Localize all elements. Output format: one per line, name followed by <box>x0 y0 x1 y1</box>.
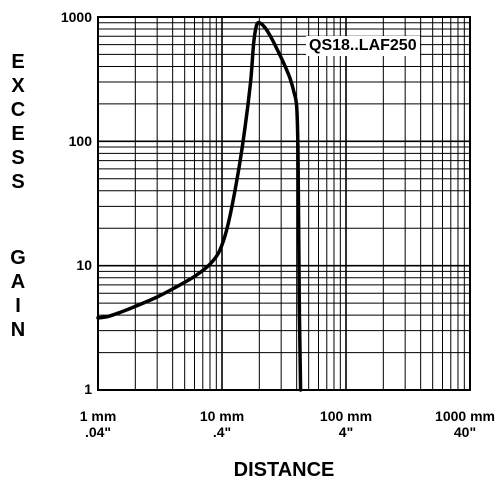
minor-gridlines <box>98 17 470 390</box>
x-tick-imperial: 40" <box>453 424 477 440</box>
y-axis-label-letter: G <box>10 247 26 269</box>
x-tick-metric: 100 mm <box>319 408 373 424</box>
y-axis-label-letter: I <box>15 295 21 317</box>
y-axis-label-letter: E <box>11 51 25 73</box>
y-axis-label-letter: A <box>10 271 26 293</box>
y-tick-label: 1 <box>84 381 92 397</box>
x-tick-metric: 1 mm <box>79 408 117 424</box>
x-tick-imperial: 4" <box>338 424 354 440</box>
model-label: QS18..LAF250 <box>306 36 420 56</box>
x-tick-imperial: .4" <box>212 424 232 440</box>
y-tick-label: 100 <box>68 133 92 149</box>
major-gridlines <box>97 17 470 391</box>
y-axis-label-letter: C <box>10 99 26 121</box>
x-tick-metric: 10 mm <box>199 408 245 424</box>
plot-frame <box>97 16 471 391</box>
x-tick-label: 1 mm .04" <box>58 408 138 440</box>
y-axis-label-letter: X <box>11 75 25 97</box>
excess-gain-curve <box>96 20 303 392</box>
x-tick-metric: 1000 mm <box>435 408 495 424</box>
x-tick-imperial: .04" <box>84 424 112 440</box>
y-tick-label: 10 <box>76 257 92 273</box>
x-tick-label: 1000 mm 40" <box>425 408 500 440</box>
x-tick-label: 100 mm 4" <box>306 408 386 440</box>
y-axis-label-letter: S <box>11 171 25 193</box>
y-axis-label-letter: E <box>11 123 25 145</box>
x-axis-label: DISTANCE <box>233 459 335 481</box>
x-tick-label: 10 mm .4" <box>182 408 262 440</box>
y-tick-label: 1000 <box>60 9 92 25</box>
y-axis-label-letter: S <box>11 147 25 169</box>
y-axis-label-letter: N <box>10 319 26 341</box>
